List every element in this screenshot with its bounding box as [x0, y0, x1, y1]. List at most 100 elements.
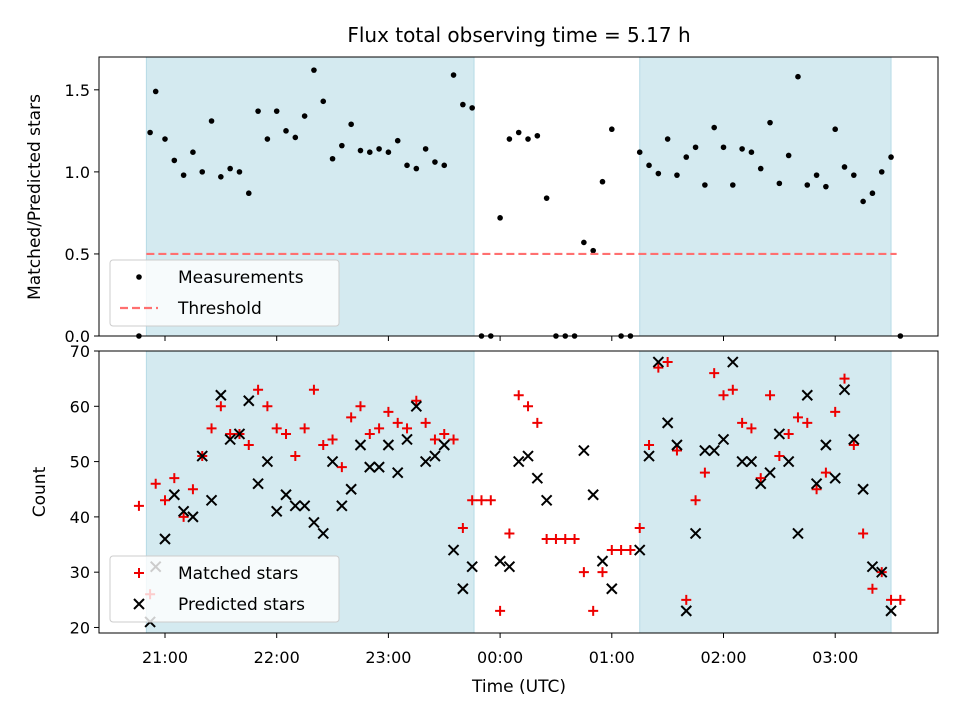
predicted-stars-point: [280, 489, 292, 501]
measurements-point: [376, 146, 382, 152]
predicted-stars-point: [336, 500, 348, 512]
y-tick-label: 20: [70, 618, 90, 637]
matched-stars-point: [699, 467, 710, 478]
y-tick-label: 1.0: [65, 163, 90, 182]
matched-stars-point: [467, 495, 478, 506]
shaded-region-2: [639, 56, 892, 337]
measurements-point: [147, 129, 153, 136]
matched-stars-point: [681, 594, 692, 605]
measurements-point: [748, 149, 755, 155]
predicted-stars-point: [522, 450, 534, 462]
predicted-stars-point: [317, 527, 329, 540]
matched-stars-point: [402, 423, 413, 434]
measurements-point: [730, 182, 736, 188]
matched-stars-point: [364, 428, 375, 439]
bottom-y-axis-label: Count: [30, 466, 50, 517]
matched-stars-point: [746, 423, 757, 434]
predicted-stars-point: [345, 483, 357, 495]
matched-stars-point: [830, 406, 841, 417]
matched-stars-point: [429, 434, 440, 445]
measurements-point: [683, 154, 690, 160]
y-tick-label: 70: [70, 342, 90, 361]
matched-stars-point: [597, 567, 608, 578]
measurements-point: [227, 165, 233, 172]
measurements-point: [543, 195, 550, 201]
predicted-stars-point: [401, 433, 413, 446]
predicted-stars-point: [643, 450, 655, 462]
top-legend: Measurements Threshold: [109, 259, 340, 327]
measurements-point: [404, 162, 410, 169]
matched-stars-point: [783, 428, 794, 439]
measurements-point: [888, 154, 894, 160]
measurements-point: [460, 101, 466, 108]
measurements-point: [469, 105, 475, 111]
matched-stars-point: [411, 395, 422, 406]
predicted-stars-point: [606, 583, 618, 595]
x-axis-label: Time (UTC): [471, 677, 566, 697]
matched-stars-point: [271, 423, 282, 434]
x-tick-label: 02:00: [700, 648, 746, 667]
measurements-point: [515, 129, 522, 136]
top-panel: 0.0 0.5 1.0 1.5 Matched/Predicted stars Mea…: [25, 56, 939, 346]
predicted-stars-point: [680, 605, 692, 617]
measurements-point: [841, 164, 848, 170]
predicted-stars-point: [177, 505, 190, 518]
y-tick-label: 40: [70, 508, 90, 527]
matched-stars-point: [355, 401, 366, 412]
measurements-point: [497, 215, 503, 221]
predicted-stars-point: [215, 389, 227, 401]
measurements-point: [255, 108, 261, 114]
predicted-stars-point: [410, 400, 423, 413]
measurements-point: [711, 124, 717, 131]
measurements-point: [199, 169, 206, 175]
x-tick-label: 22:00: [254, 648, 300, 667]
predicted-stars-point: [159, 533, 171, 545]
matched-stars-point: [160, 495, 170, 506]
matched-stars-point: [653, 362, 664, 373]
y-tick-label: 1.5: [65, 81, 90, 100]
measurements-point: [664, 136, 671, 142]
matched-stars-point: [662, 357, 673, 368]
matched-stars-point: [792, 412, 803, 423]
predicted-stars-point: [205, 494, 218, 507]
matched-stars-point: [327, 434, 338, 445]
predicted-stars-point: [326, 455, 339, 468]
matched-stars-point: [634, 522, 645, 533]
matched-stars-point: [133, 500, 144, 511]
measurements-point: [311, 67, 317, 73]
matched-stars-point: [504, 528, 515, 539]
matched-stars-point: [225, 428, 236, 439]
predicted-stars-point: [866, 560, 879, 573]
measurements-point: [674, 172, 680, 178]
measurements-point: [869, 190, 876, 197]
measurements-point: [720, 144, 727, 151]
matched-stars-point: [383, 406, 394, 417]
predicted-stars-point: [224, 433, 236, 446]
matched-stars-point: [299, 423, 310, 434]
predicted-stars-point: [717, 433, 730, 446]
measurements-point: [609, 126, 615, 133]
predicted-stars-point: [429, 450, 441, 462]
matched-stars-point: [215, 401, 226, 412]
matched-stars-point: [718, 390, 729, 401]
legend-box: [109, 555, 340, 623]
matched-stars-point: [802, 417, 813, 428]
matched-stars-point: [523, 401, 534, 412]
y-tick-label: 30: [70, 563, 90, 582]
measurements-point: [236, 169, 243, 175]
matched-stars-point: [755, 473, 766, 484]
measurements-point: [339, 142, 345, 149]
legend-box: [109, 259, 340, 327]
matched-stars-point: [588, 605, 599, 616]
measurements-point: [152, 88, 159, 95]
predicted-stars-point: [885, 605, 897, 617]
measurements-point: [813, 172, 820, 178]
matched-stars-point: [560, 534, 571, 544]
measurements-point: [860, 198, 866, 205]
bottom-x-ticks: 21:00 22:00 23:00 00:00 01:00 02:00 03:00: [142, 633, 858, 667]
measurements-point: [422, 146, 429, 152]
predicted-stars-point: [513, 455, 525, 468]
predicted-stars-point: [634, 544, 646, 556]
matched-stars-point: [727, 384, 738, 395]
x-tick-label: 03:00: [812, 648, 858, 667]
